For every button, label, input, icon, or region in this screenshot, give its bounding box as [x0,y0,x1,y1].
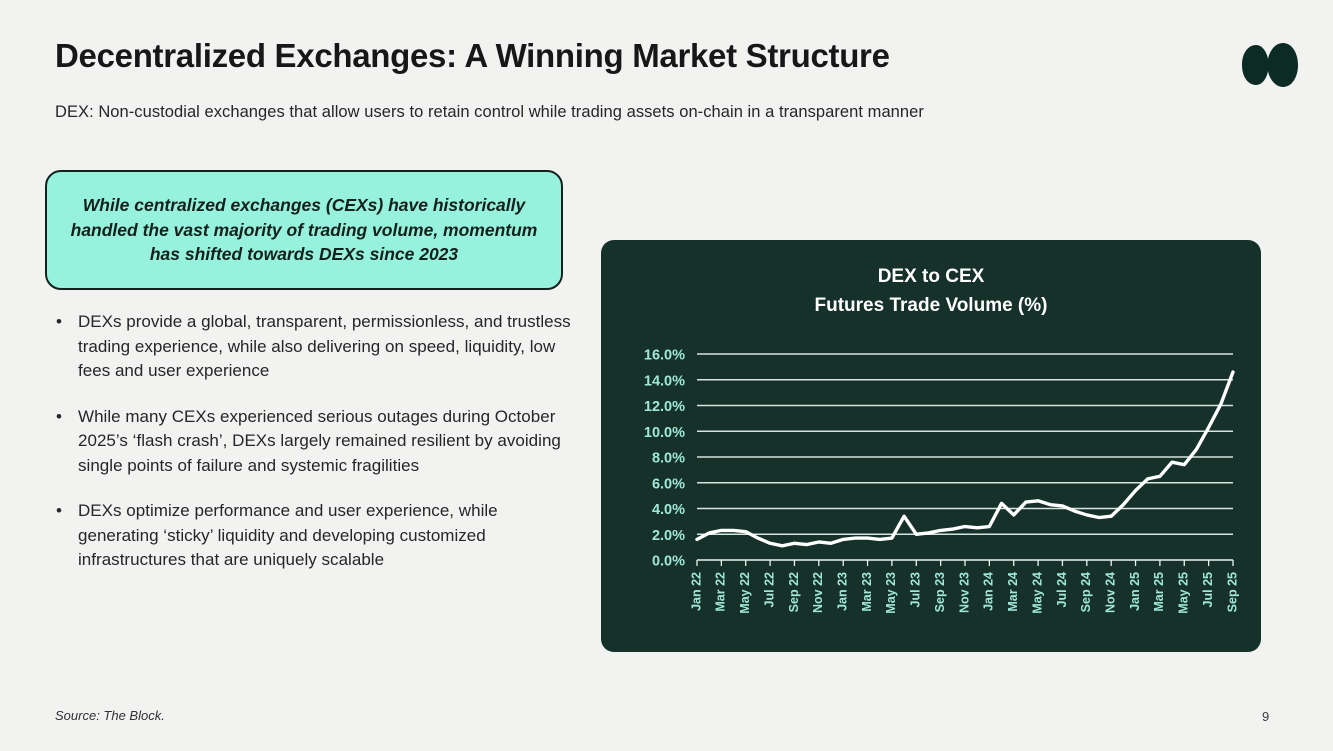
bullet-list: • DEXs provide a global, transparent, pe… [52,310,572,594]
page-subtitle: DEX: Non-custodial exchanges that allow … [55,103,924,121]
x-axis-tick-label: May 25 [1177,572,1191,614]
y-axis-tick-label: 8.0% [652,451,685,467]
y-axis-tick-label: 12.0% [644,399,685,415]
y-axis-tick-label: 16.0% [644,348,685,364]
x-axis-tick-label: Jul 23 [909,572,923,607]
x-axis-tick-label: Nov 24 [1103,572,1117,613]
x-axis-tick-label: Mar 23 [860,572,874,612]
y-axis-tick-label: 14.0% [644,373,685,389]
x-axis-tick-label: Jul 22 [762,572,776,607]
source-note: Source: The Block. [55,708,165,723]
y-axis-tick-label: 4.0% [652,502,685,518]
page-number: 9 [1262,709,1270,724]
y-axis-tick-label: 6.0% [652,476,685,492]
x-axis-tick-label: Jan 25 [1128,572,1142,611]
list-item: • DEXs optimize performance and user exp… [52,499,572,573]
data-line-series [695,370,1235,548]
x-axis-tick-label: Jul 25 [1201,572,1215,607]
bullet-marker-icon: • [56,312,62,331]
x-axis-tick-label: Sep 24 [1079,572,1093,612]
y-axis-tick-label: 10.0% [644,425,685,441]
x-axis-tick-label: May 23 [884,572,898,614]
list-item-text: DEXs optimize performance and user exper… [78,501,498,569]
chart-title-line1: DEX to CEX [877,266,985,287]
x-axis-tick-label: Nov 22 [811,572,825,613]
x-axis-tick-label: Jan 22 [689,572,703,611]
bowtie-logo [1236,43,1300,87]
chart-card: DEX to CEX Futures Trade Volume (%) 0.0%… [601,240,1261,652]
x-axis-tick-label: Mar 24 [1006,572,1020,612]
list-item-text: While many CEXs experienced serious outa… [78,406,561,475]
bullet-marker-icon: • [56,501,62,520]
list-item: • DEXs provide a global, transparent, pe… [52,310,572,384]
line-chart: 0.0% 2.0% 4.0% 6.0% 8.0% 10.0% 12.0% 14.0% 16.0%… [644,348,1239,614]
x-axis-tick-label: May 24 [1030,572,1044,614]
x-axis-tick-label: Jan 23 [835,572,849,611]
page-title: Decentralized Exchanges: A Winning Marke… [55,37,890,74]
x-axis-tick-label: Jan 24 [982,572,996,611]
x-axis-tick-label: Mar 22 [714,572,728,612]
x-axis-tick-label: Sep 22 [787,572,801,612]
chart-title: DEX to CEX Futures Trade Volume (%) [601,262,1261,321]
x-axis-tick-label: Jul 24 [1055,572,1069,607]
x-axis-tick-label: Sep 23 [933,572,947,612]
callout-box: While centralized exchanges (CEXs) have … [45,170,563,290]
y-axis-tick-label: 0.0% [652,554,685,570]
bullet-marker-icon: • [56,406,62,426]
callout-text: While centralized exchanges (CEXs) have … [70,194,538,265]
x-axis-tick-label: Mar 25 [1152,572,1166,612]
y-axis-tick-label: 2.0% [652,528,685,544]
x-axis-tick-label: May 22 [738,572,752,614]
x-axis-tick-label: Nov 23 [957,572,971,613]
x-axis-tick-label: Sep 25 [1225,572,1239,612]
list-item-text: DEXs provide a global, transparent, perm… [78,312,571,380]
list-item: • While many CEXs experienced serious ou… [52,405,572,479]
chart-title-line2: Futures Trade Volume (%) [814,295,1048,317]
